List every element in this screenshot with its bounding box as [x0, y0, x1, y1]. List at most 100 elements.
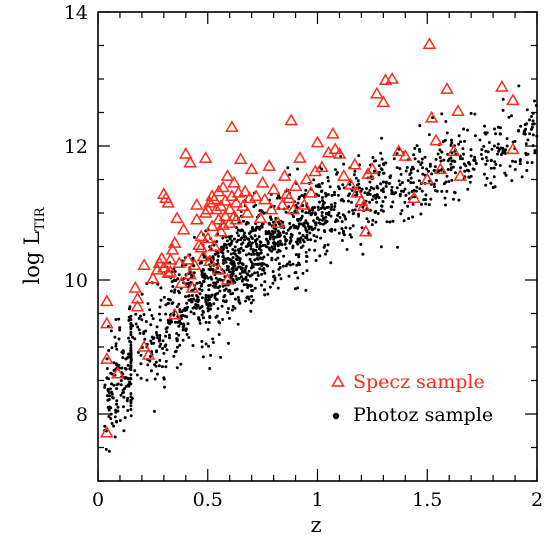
- photoz-point: [114, 419, 118, 423]
- y-tick-labels: 8 10 12 14: [64, 2, 88, 426]
- photoz-point: [337, 231, 341, 235]
- specz-point: [209, 202, 224, 215]
- y-axis-label-subscript: TIR: [33, 206, 48, 231]
- photoz-point: [471, 167, 475, 171]
- photoz-point: [140, 318, 144, 322]
- photoz-point: [304, 211, 308, 215]
- photoz-point: [129, 408, 133, 411]
- photoz-point: [177, 302, 181, 306]
- photoz-point: [301, 271, 305, 275]
- photoz-point: [249, 247, 253, 251]
- photoz-point: [365, 187, 368, 190]
- photoz-point: [192, 235, 196, 239]
- photoz-point: [217, 320, 221, 324]
- photoz-point: [213, 295, 217, 299]
- photoz-point: [173, 288, 177, 292]
- photoz-point: [221, 236, 225, 240]
- photoz-point: [181, 314, 185, 317]
- photoz-point: [103, 385, 107, 389]
- photoz-point: [311, 227, 315, 231]
- photoz-point: [395, 166, 399, 170]
- photoz-point: [271, 235, 275, 239]
- photoz-point: [148, 359, 152, 363]
- photoz-point: [146, 302, 150, 306]
- photoz-point: [340, 220, 344, 224]
- photoz-point: [255, 242, 258, 246]
- specz-point: [227, 175, 241, 188]
- specz-point: [506, 93, 520, 106]
- photoz-point: [208, 367, 212, 370]
- photoz-point: [377, 170, 381, 174]
- photoz-point: [440, 189, 444, 193]
- specz-point: [178, 147, 193, 159]
- photoz-point: [114, 318, 118, 321]
- photoz-point: [530, 115, 533, 118]
- specz-point: [453, 169, 468, 181]
- photoz-point: [494, 132, 498, 136]
- photoz-point: [207, 344, 211, 348]
- photoz-point: [429, 197, 433, 201]
- photoz-point: [201, 355, 205, 359]
- photoz-point: [125, 399, 129, 403]
- specz-point: [170, 211, 184, 224]
- photoz-point: [338, 187, 341, 191]
- photoz-point: [379, 167, 383, 171]
- photoz-point: [214, 285, 218, 289]
- photoz-point: [439, 159, 443, 163]
- photoz-point: [278, 239, 282, 243]
- photoz-point: [197, 317, 201, 321]
- photoz-point: [268, 237, 272, 241]
- specz-point: [130, 299, 145, 312]
- photoz-point: [407, 191, 411, 195]
- photoz-point: [258, 267, 262, 271]
- photoz-point: [259, 248, 263, 252]
- y-tick-label: 8: [76, 404, 88, 426]
- photoz-point: [482, 144, 486, 148]
- photoz-point: [501, 149, 505, 153]
- photoz-point: [479, 152, 483, 156]
- photoz-point: [129, 322, 133, 326]
- specz-point: [310, 135, 325, 148]
- photoz-point: [531, 119, 535, 123]
- photoz-point: [157, 339, 161, 343]
- photoz-point: [379, 245, 383, 249]
- y-axis-label-main: log L: [20, 231, 44, 284]
- photoz-point: [446, 159, 450, 163]
- photoz-point: [238, 257, 242, 261]
- photoz-point: [217, 333, 221, 336]
- photoz-point: [240, 262, 244, 266]
- photoz-point: [178, 343, 182, 347]
- specz-point: [172, 256, 187, 269]
- photoz-point: [340, 239, 344, 242]
- photoz-point: [250, 253, 254, 256]
- photoz-point: [277, 267, 281, 271]
- photoz-point: [236, 228, 240, 232]
- photoz-point: [457, 134, 461, 138]
- photoz-point: [498, 126, 502, 130]
- photoz-point: [304, 288, 308, 292]
- photoz-point: [326, 176, 330, 179]
- photoz-point: [237, 234, 241, 238]
- photoz-point: [246, 221, 250, 225]
- photoz-point: [392, 157, 396, 161]
- photoz-point: [196, 300, 200, 304]
- photoz-point: [425, 167, 429, 171]
- photoz-point: [317, 194, 321, 198]
- photoz-point: [249, 309, 253, 313]
- photoz-point: [438, 148, 442, 152]
- photoz-point: [439, 168, 443, 172]
- photoz-point: [253, 286, 257, 290]
- photoz-point: [152, 336, 156, 340]
- photoz-point: [368, 200, 372, 204]
- photoz-point: [184, 295, 187, 299]
- photoz-point: [107, 349, 111, 352]
- specz-point: [257, 192, 272, 205]
- axis-ticks: [97, 11, 538, 482]
- photoz-point: [210, 293, 214, 297]
- photoz-point: [457, 198, 461, 202]
- photoz-point: [246, 244, 250, 248]
- photoz-point: [492, 175, 496, 179]
- photoz-point: [398, 183, 402, 187]
- photoz-point: [126, 409, 130, 412]
- photoz-point: [427, 133, 431, 137]
